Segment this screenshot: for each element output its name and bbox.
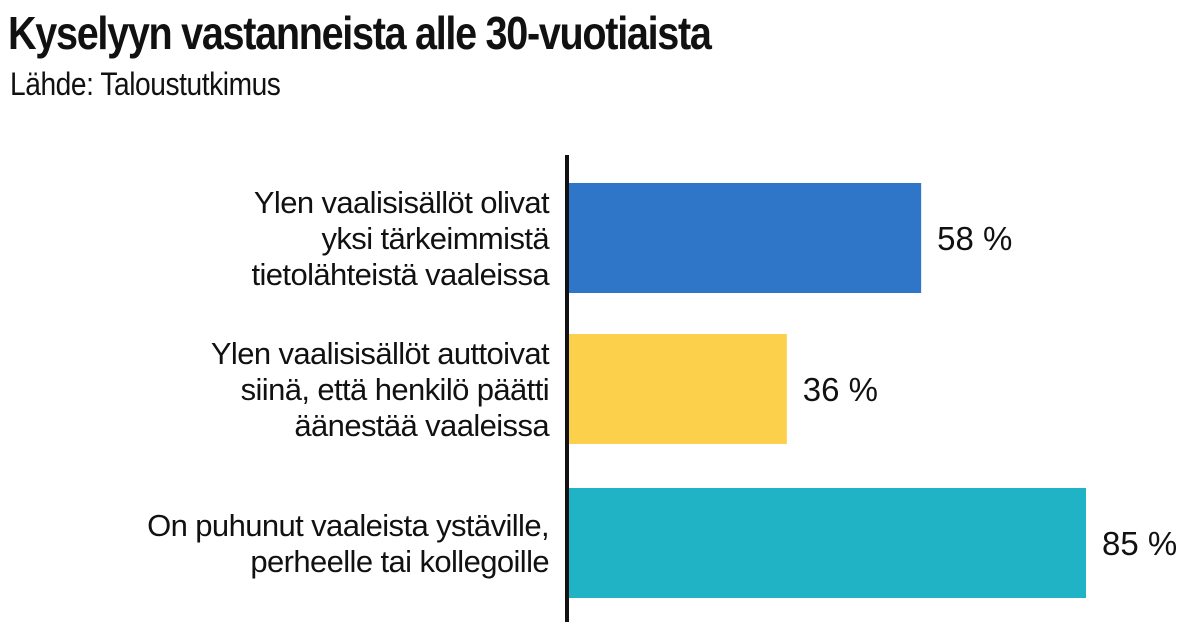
category-label-3-line-2: perheelle tai kollegoille — [250, 544, 549, 579]
category-label-2-line-2: siinä, että henkilö päätti — [241, 372, 549, 407]
bar-3 — [567, 488, 1086, 598]
category-label-1-line-3: tietolähteistä vaaleissa — [251, 257, 550, 292]
category-label-2-line-3: äänestää vaaleissa — [294, 408, 550, 443]
bar-value-label-1: 58 % — [937, 220, 1012, 257]
chart-title: Kyselyyn vastanneista alle 30-vuotiaista — [8, 7, 712, 59]
category-label-1-line-2: yksi tärkeimmistä — [322, 221, 551, 256]
bar-value-label-2: 36 % — [803, 371, 878, 408]
category-label-3-line-1: On puhunut vaaleista ystäville, — [147, 508, 549, 543]
category-label-1-line-1: Ylen vaalisisällöt olivat — [254, 185, 550, 220]
bar-value-label-3: 85 % — [1102, 525, 1177, 562]
chart-subtitle: Lähde: Taloustutkimus — [10, 66, 281, 102]
value-labels-group: 58 % 36 % 85 % — [803, 220, 1177, 562]
bars-group — [567, 183, 1086, 598]
bar-2 — [567, 334, 787, 444]
bar-1 — [567, 183, 922, 293]
category-label-2-line-1: Ylen vaalisisällöt auttoivat — [211, 336, 550, 371]
